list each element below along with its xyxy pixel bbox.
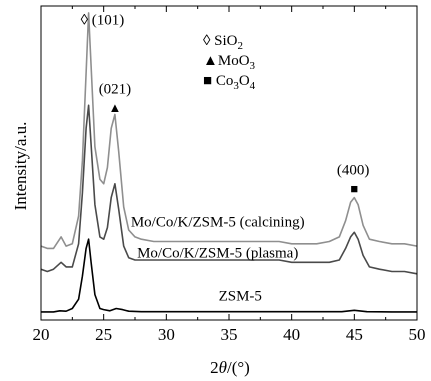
peak-annotation: (021) bbox=[99, 82, 132, 98]
peak-annotation: (400) bbox=[337, 163, 370, 179]
series-label: Mo/Co/K/ZSM-5 (calcining) bbox=[131, 214, 305, 230]
legend-sub-o: 4 bbox=[250, 80, 256, 92]
legend-entry-sio2: ◊ SiO2 bbox=[203, 33, 243, 52]
peak-annotation: ◊ (101) bbox=[81, 12, 125, 28]
x-axis-label-theta: θ bbox=[219, 358, 227, 377]
legend-marker-square: ■ bbox=[203, 73, 212, 89]
legend-sub-co: 3 bbox=[233, 80, 239, 92]
legend-label-co: Co bbox=[216, 73, 234, 89]
x-tick-label: 50 bbox=[409, 325, 426, 344]
x-tick-label: 20 bbox=[33, 325, 50, 344]
legend: ◊ SiO2 ▲MoO3 ■ Co3O4 bbox=[203, 33, 256, 92]
legend-entry-moo3: ▲MoO3 bbox=[203, 53, 256, 72]
ticks-layer: 20 25 30 35 40 45 50 bbox=[33, 6, 426, 344]
legend-sub-sio2: 2 bbox=[238, 40, 244, 52]
series-line-0 bbox=[40, 12, 418, 250]
x-axis-label-unit: /(°) bbox=[227, 358, 250, 377]
series-layer bbox=[40, 12, 418, 313]
legend-label-sio2: SiO bbox=[214, 33, 238, 49]
series-line-1 bbox=[40, 104, 418, 275]
series-label: ZSM-5 bbox=[219, 288, 262, 304]
x-tick-label: 30 bbox=[158, 325, 175, 344]
series-label: Mo/Co/K/ZSM-5 (plasma) bbox=[137, 246, 298, 262]
x-tick-label: 35 bbox=[221, 325, 238, 344]
x-axis-label-two: 2 bbox=[210, 358, 219, 377]
x-tick-label: 45 bbox=[346, 325, 363, 344]
legend-label-moo3: MoO bbox=[218, 53, 250, 69]
peak-marker: ■ bbox=[350, 181, 358, 196]
legend-sub-moo3: 3 bbox=[250, 60, 256, 72]
legend-entry-co3o4: ■ Co3O4 bbox=[203, 73, 256, 92]
legend-marker-diamond: ◊ bbox=[203, 33, 211, 49]
x-tick-label: 40 bbox=[283, 325, 300, 344]
peak-marker: ▲ bbox=[109, 100, 122, 115]
series-line-2 bbox=[41, 238, 417, 313]
x-axis-label: 2θ/(°) bbox=[210, 358, 250, 377]
x-tick-label: 25 bbox=[95, 325, 112, 344]
legend-label-o: O bbox=[239, 73, 250, 89]
y-axis-label: Intensity/a.u. bbox=[11, 122, 30, 211]
annotation-layer: ◊ (101) (021) (400) ▲ ■ Mo/Co/K/ZSM-5 (calcin… bbox=[81, 12, 370, 304]
legend-marker-triangle: ▲ bbox=[203, 53, 218, 69]
